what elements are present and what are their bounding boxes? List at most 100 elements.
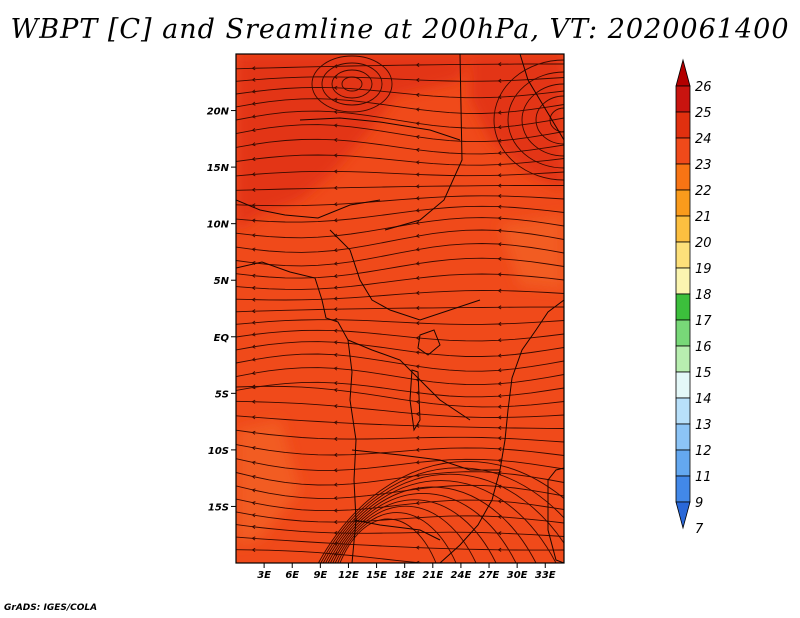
streamline xyxy=(236,205,564,223)
streamline-arrow xyxy=(251,247,256,252)
lat-tick-label: 10S xyxy=(208,446,229,457)
latitude-axis: 20N 15N 10N 5N EQ 5S 10S 15S xyxy=(207,107,236,513)
streamline-arrow xyxy=(251,101,256,106)
streamline-arrow xyxy=(251,474,256,479)
streamline xyxy=(236,273,564,290)
streamline xyxy=(236,76,564,82)
streamline-arrow xyxy=(333,109,338,115)
colorbar-label: 9 xyxy=(695,496,703,511)
streamline-arrow xyxy=(333,185,338,190)
streamline-arrow xyxy=(333,137,338,143)
lon-tick-label: 12E xyxy=(338,570,359,581)
streamline-arrow xyxy=(251,488,256,493)
streamline xyxy=(318,460,564,563)
streamline xyxy=(236,195,564,207)
streamline xyxy=(236,329,564,342)
streamline-arrow xyxy=(415,92,420,97)
colorbar-segment xyxy=(675,267,691,295)
streamline-arrow xyxy=(497,256,502,261)
streamline-arrow xyxy=(251,332,256,337)
colorbar-label: 13 xyxy=(695,418,712,433)
grads-credit: GrADS: IGES/COLA xyxy=(4,603,98,613)
streamline-arrow xyxy=(497,547,502,552)
streamline-arrow xyxy=(251,536,256,541)
map-frame xyxy=(235,53,565,564)
streamline-arrow xyxy=(251,415,256,420)
streamline-arrow xyxy=(333,482,338,487)
streamline-arrow xyxy=(415,447,420,452)
streamline-gyre xyxy=(521,83,564,157)
colorbar-label: 20 xyxy=(695,236,712,251)
streamline-arrow xyxy=(497,470,502,476)
streamline-arrow xyxy=(333,496,338,501)
border-sudan xyxy=(384,54,463,231)
lon-tick-label: 30E xyxy=(507,570,528,581)
streamline xyxy=(236,381,564,398)
streamline-arrow xyxy=(497,288,502,293)
streamline-arrow xyxy=(415,208,420,213)
streamline-arrow xyxy=(333,352,338,357)
streamline-arrow xyxy=(251,513,256,518)
colorbar-label: 17 xyxy=(695,314,712,329)
streamline-arrow xyxy=(251,399,256,404)
streamline-arrow xyxy=(251,285,256,290)
lat-tick-label: 10N xyxy=(207,220,230,231)
streamline-arrow xyxy=(415,247,420,252)
streamline-arrow xyxy=(497,216,502,221)
streamline-arrow xyxy=(251,172,256,177)
streamline xyxy=(339,518,437,563)
streamline-arrow xyxy=(415,399,420,404)
streamline-arrow xyxy=(415,172,420,177)
streamline xyxy=(236,110,564,129)
colorbar-label: 12 xyxy=(695,444,712,459)
colorbar-segment xyxy=(675,293,691,321)
streamline-arrow xyxy=(333,388,338,393)
lon-tick-label: 21E xyxy=(422,570,443,581)
cool-patch-east xyxy=(500,215,564,290)
colorbar-segment xyxy=(675,163,691,191)
streamline-gyre xyxy=(311,55,393,113)
streamline-arrow xyxy=(251,142,256,147)
streamline xyxy=(236,290,564,301)
lon-tick-label: 3E xyxy=(257,570,271,581)
streamline-arrow xyxy=(251,187,256,192)
colorbar-label: 21 xyxy=(695,210,712,225)
colorbar-label: 19 xyxy=(695,262,712,277)
coastlines-and-borders xyxy=(236,54,564,563)
madagascar-coast xyxy=(547,467,564,563)
streamline-arrow xyxy=(333,468,338,473)
streamline-gyre xyxy=(341,76,363,92)
streamline xyxy=(337,512,457,563)
lon-tick-label: 9E xyxy=(313,570,327,581)
streamline-arrow xyxy=(497,193,502,199)
streamline xyxy=(236,353,564,372)
streamline-arrow xyxy=(333,296,338,301)
streamline-arrow xyxy=(333,248,338,253)
colorbar: 26 25 24 23 22 21 20 19 18 17 16 15 14 13 12 11 9 7 xyxy=(675,58,712,537)
streamline xyxy=(236,138,564,155)
streamline-arrow xyxy=(415,121,420,126)
streamline-arrow xyxy=(251,66,256,71)
streamline-arrow xyxy=(251,524,256,529)
streamline-arrow xyxy=(497,162,502,167)
colorbar-segment xyxy=(675,215,691,243)
streamline-arrow xyxy=(415,515,420,520)
streamline xyxy=(329,492,517,563)
streamline-arrow xyxy=(497,78,502,83)
streamline xyxy=(236,429,564,443)
streamline-arrow xyxy=(251,297,256,302)
streamline-gyre xyxy=(321,62,383,106)
streamline-arrow xyxy=(251,128,256,133)
streamline-arrow xyxy=(415,275,420,281)
border-namibia xyxy=(353,519,441,541)
streamline-arrow xyxy=(415,62,420,67)
lake-victoria xyxy=(417,329,441,356)
streamline xyxy=(236,511,564,524)
colorbar-segment xyxy=(675,449,691,477)
streamline xyxy=(236,471,564,486)
colorbar-segment xyxy=(675,397,691,425)
streamline-arrow xyxy=(498,565,501,568)
streamline-arrow xyxy=(333,123,338,128)
streamline-arrow xyxy=(415,233,420,238)
border-south xyxy=(351,449,500,471)
